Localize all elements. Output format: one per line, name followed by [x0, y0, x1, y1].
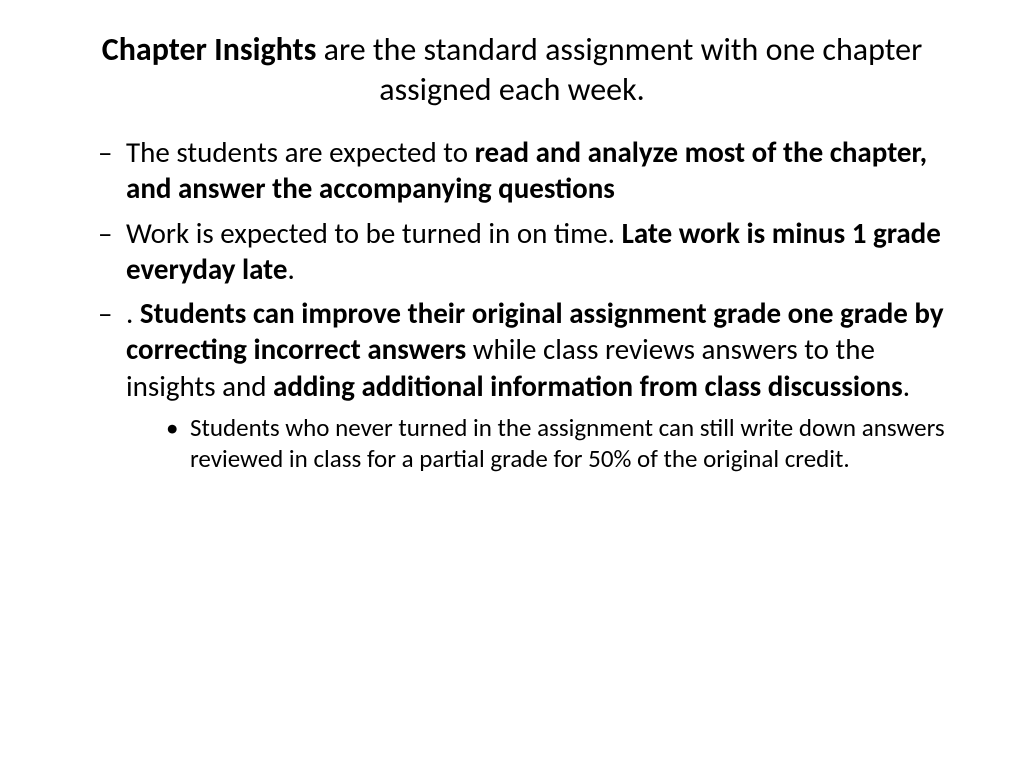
bullet-list: The students are expected to read and an… — [70, 134, 954, 474]
bullet-text-pre: Work is expected to be turned in on time… — [126, 215, 622, 251]
bullet-text-post: . — [903, 368, 910, 404]
bullet-item: . Students can improve their original as… — [98, 295, 954, 474]
sub-bullet-item: Students who never turned in the assignm… — [166, 412, 954, 475]
sub-bullet-text: Students who never turned in the assignm… — [190, 412, 945, 474]
slide-title: Chapter Insights are the standard assign… — [70, 30, 954, 110]
title-bold: Chapter Insights — [102, 30, 317, 69]
bullet-text-pre: . — [126, 295, 140, 331]
bullet-text-pre: The students are expected to — [126, 134, 475, 170]
bullet-item: Work is expected to be turned in on time… — [98, 215, 954, 288]
title-rest: are the standard assignment with one cha… — [316, 30, 922, 109]
bullet-item: The students are expected to read and an… — [98, 134, 954, 207]
bullet-text-bold2: adding additional information from class… — [273, 368, 903, 404]
sub-bullet-list: Students who never turned in the assignm… — [126, 412, 954, 475]
bullet-text-mid: . — [287, 251, 294, 287]
